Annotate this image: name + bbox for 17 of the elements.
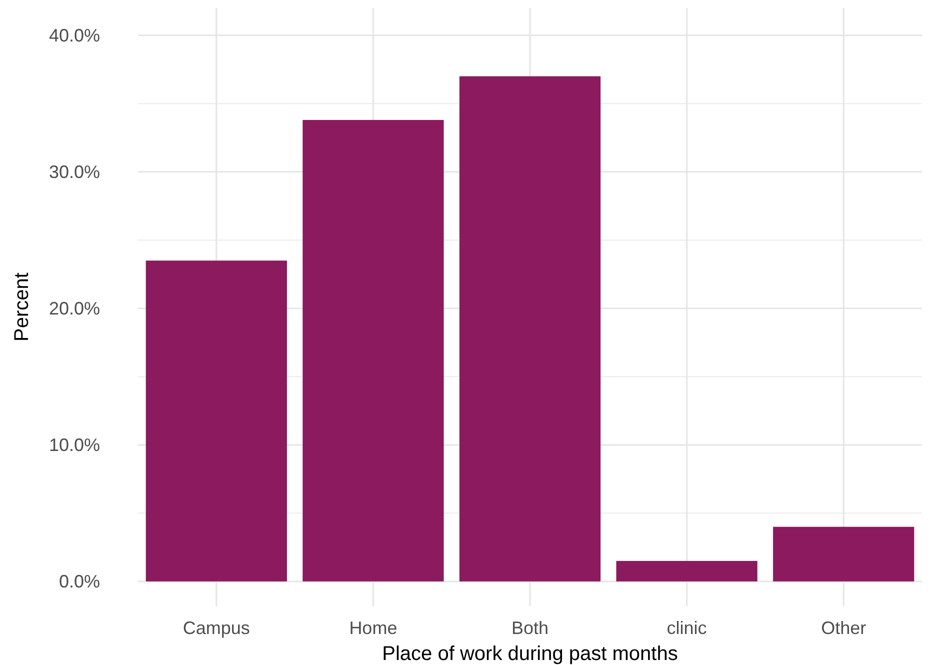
bar xyxy=(302,120,444,582)
y-tick-label: 0.0% xyxy=(58,572,100,592)
x-tick-label: Both xyxy=(511,618,549,638)
x-tick-label: clinic xyxy=(666,618,707,638)
x-axis-title: Place of work during past months xyxy=(382,643,678,665)
y-tick-label: 20.0% xyxy=(48,298,100,319)
bar xyxy=(773,526,914,582)
bar xyxy=(146,260,287,582)
y-axis-title: Percent xyxy=(11,272,33,342)
x-tick-label: Other xyxy=(821,618,866,638)
y-tick-label: 40.0% xyxy=(48,26,100,46)
bar xyxy=(616,560,758,582)
x-tick-label: Campus xyxy=(182,618,250,638)
y-tick-label: 10.0% xyxy=(48,435,100,456)
y-tick-label: 30.0% xyxy=(48,162,100,182)
bar xyxy=(459,76,601,582)
x-tick-label: Home xyxy=(349,618,398,638)
